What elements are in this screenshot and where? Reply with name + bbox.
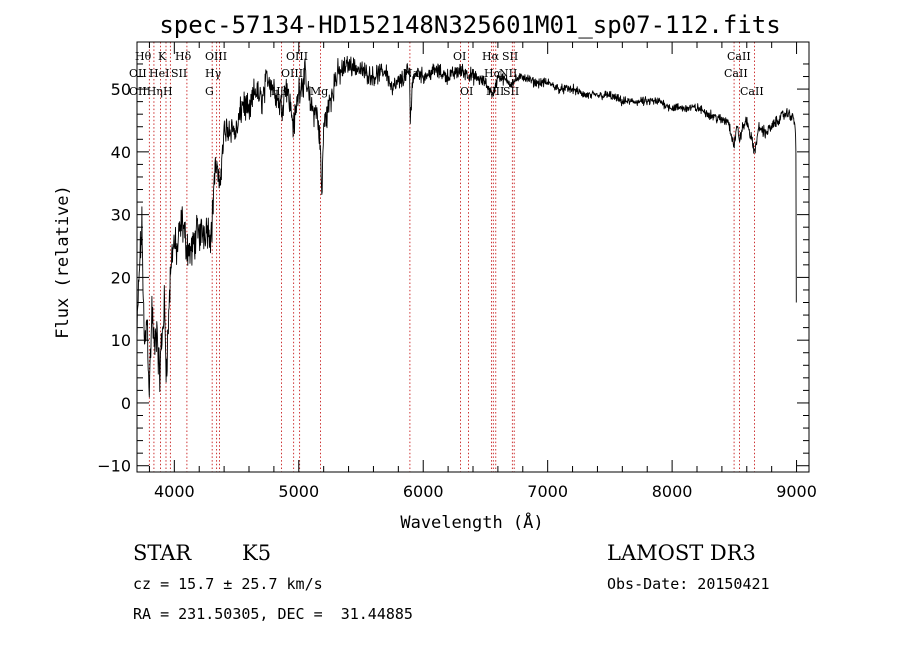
spectrum-line (136, 55, 797, 398)
y-tick-label: 30 (111, 206, 131, 225)
spectrum-series (136, 55, 797, 398)
line-label: CaII (727, 50, 751, 63)
line-label: SII (503, 85, 519, 98)
x-tick-label: 5000 (278, 482, 319, 501)
line-label: G (205, 85, 214, 98)
line-label: HeI (149, 67, 169, 80)
y-tick-label: 0 (121, 394, 131, 413)
line-label: Na (403, 67, 420, 80)
observation-date: Obs-Date: 20150421 (607, 575, 770, 593)
spectral-line-markers (148, 42, 755, 472)
plot-frame (136, 41, 810, 473)
line-label: SII (502, 50, 518, 63)
line-label: Hθ (135, 50, 152, 63)
x-axis: 4000 5000 6000 7000 8000 9000 (148, 42, 817, 501)
redshift-value: cz = 15.7 ± 25.7 km/s (133, 575, 323, 593)
y-axis: −10 0 10 20 30 40 50 (97, 63, 809, 476)
spectral-line-labels: Hθ K Hδ OIII OIII OI Hα SII CaII OII HeI… (129, 50, 764, 98)
y-tick-label: 40 (111, 143, 131, 162)
y-tick-label: −10 (97, 457, 131, 476)
y-axis-label: Flux (relative) (53, 185, 73, 339)
line-label: Hγ (205, 67, 222, 80)
y-tick-label: 50 (111, 80, 131, 99)
chart-title: spec-57134-HD152148N325601M01_sp07-112.f… (159, 11, 780, 39)
line-label: CaII (724, 67, 748, 80)
coordinates: RA = 231.50305, DEC = 31.44885 (133, 605, 413, 623)
x-tick-label: 8000 (652, 482, 693, 501)
x-tick-label: 7000 (527, 482, 568, 501)
line-label: Mg (310, 85, 328, 98)
object-class: STAR (133, 541, 192, 565)
line-label: Hα (482, 50, 500, 63)
x-tick-label: 6000 (403, 482, 444, 501)
line-label: OI (460, 85, 473, 98)
x-tick-label: 4000 (154, 482, 195, 501)
line-label: OIII (281, 67, 303, 80)
line-label: OIIHη (129, 85, 163, 98)
x-axis-label: Wavelength (Å) (400, 511, 543, 533)
line-label: OII (129, 67, 147, 80)
line-label: OIII (286, 50, 308, 63)
x-tick-label: 9000 (776, 482, 817, 501)
line-label: K (158, 50, 167, 63)
line-label: CaII (740, 85, 764, 98)
survey-name: LAMOST DR3 (607, 541, 756, 565)
line-label: OI (453, 50, 466, 63)
line-label: H (163, 85, 173, 98)
y-tick-label: 20 (111, 268, 131, 287)
line-label: SII (171, 67, 187, 80)
line-label: OIII (205, 50, 227, 63)
object-subclass: K5 (242, 541, 271, 565)
y-tick-label: 10 (111, 331, 131, 350)
line-label: Hδ (175, 50, 192, 63)
